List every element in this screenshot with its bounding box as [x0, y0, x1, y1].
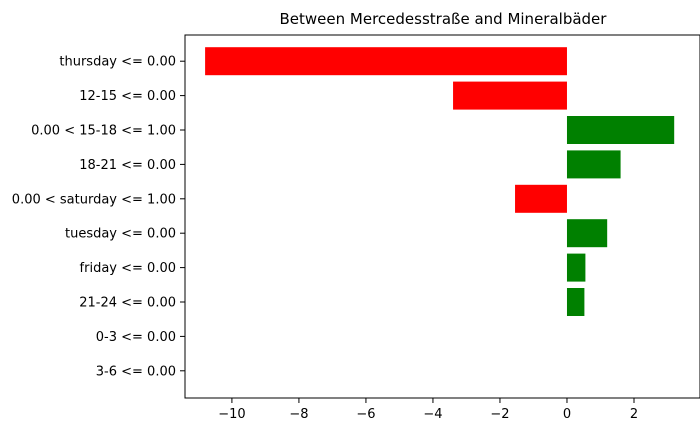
bar-1 — [453, 81, 567, 110]
bar-4 — [515, 184, 567, 213]
y-tick-label-8: 0-3 <= 0.00 — [96, 330, 176, 345]
x-tick-label-0: −10 — [218, 407, 245, 422]
y-tick-label-4: 0.00 < saturday <= 1.00 — [12, 192, 176, 207]
bar-0 — [205, 47, 567, 76]
chart-title: Between Mercedesstraße and Mineralbäder — [280, 10, 608, 28]
x-tick-label-3: −4 — [423, 407, 442, 422]
x-tick-label-1: −8 — [289, 407, 308, 422]
bar-7 — [566, 288, 585, 316]
bar-5 — [566, 219, 608, 248]
y-tick-label-5: tuesday <= 0.00 — [65, 227, 176, 242]
y-axis: thursday <= 0.00 12-15 <= 0.00 0.00 < 15-1… — [12, 55, 185, 379]
x-tick-label-6: 2 — [630, 407, 638, 422]
x-tick-label-2: −6 — [356, 407, 375, 422]
y-tick-label-6: friday <= 0.00 — [80, 261, 176, 276]
bars-group — [205, 47, 675, 316]
y-tick-label-3: 18-21 <= 0.00 — [79, 158, 176, 173]
x-tick-label-4: −2 — [490, 407, 509, 422]
bar-6 — [566, 253, 586, 282]
y-tick-label-7: 21-24 <= 0.00 — [79, 296, 176, 311]
x-tick-label-5: 0 — [563, 407, 571, 422]
y-tick-label-1: 12-15 <= 0.00 — [79, 89, 176, 104]
bar-3 — [566, 150, 621, 179]
y-tick-label-9: 3-6 <= 0.00 — [96, 364, 176, 379]
y-tick-label-0: thursday <= 0.00 — [59, 55, 176, 70]
x-axis: −10 −8 −6 −4 −2 0 2 — [218, 398, 638, 422]
y-tick-label-2: 0.00 < 15-18 <= 1.00 — [31, 124, 176, 139]
plot-frame — [184, 34, 700, 399]
bar-2 — [566, 116, 675, 144]
